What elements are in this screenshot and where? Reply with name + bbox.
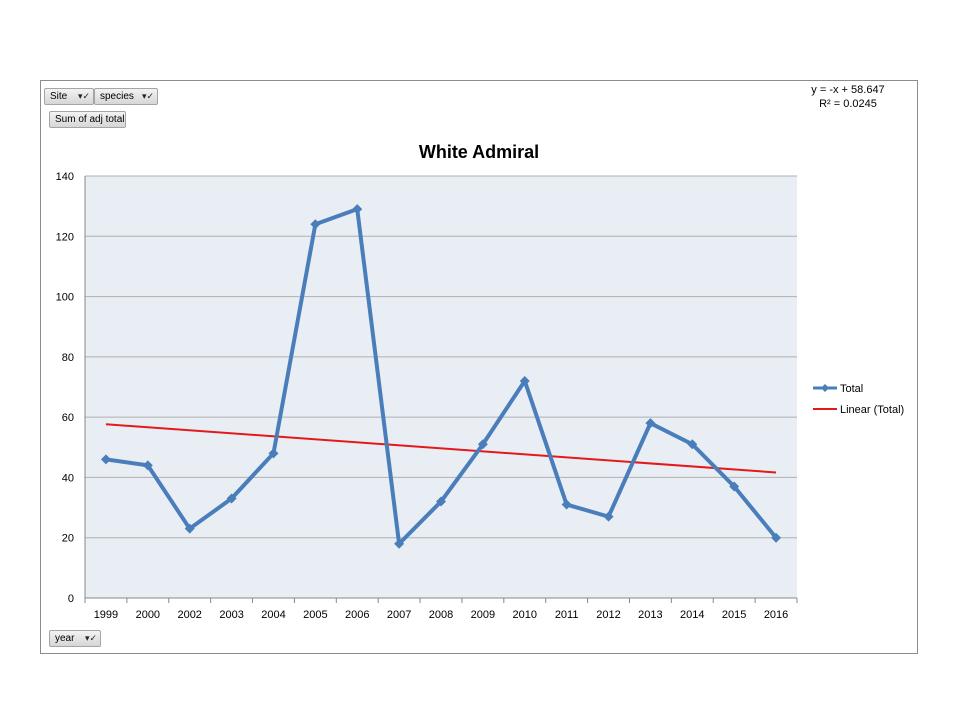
trendline-equation: y = -x + 58.647 (811, 84, 885, 96)
data-point (729, 481, 740, 492)
y-tick-label: 0 (68, 593, 74, 605)
legend-marker-total (821, 384, 829, 392)
filter-dropdown-icon: ▾✓ (84, 633, 97, 643)
data-point (603, 511, 614, 522)
x-tick-label: 2006 (345, 609, 369, 621)
y-tick-label: 80 (62, 352, 74, 364)
site-filter-button[interactable]: Site ▾✓ (44, 88, 94, 105)
x-tick-label: 1999 (94, 609, 118, 621)
data-point (561, 499, 572, 510)
data-point (519, 375, 530, 386)
legend-label-total: Total (840, 383, 863, 395)
x-tick-label: 2015 (722, 609, 746, 621)
y-tick-label: 40 (62, 472, 74, 484)
legend-label-trendline: Linear (Total) (840, 404, 904, 416)
trendline (105, 423, 777, 474)
data-point (268, 448, 279, 459)
value-field-label: Sum of adj total (55, 114, 125, 125)
site-filter-label: Site (50, 91, 68, 102)
x-tick-label: 2000 (136, 609, 160, 621)
y-tick-label: 100 (56, 292, 74, 304)
x-tick-label: 2014 (680, 609, 704, 621)
year-axis-label: year (55, 633, 75, 644)
species-filter-button[interactable]: species ▾✓ (94, 88, 158, 105)
data-point (142, 460, 153, 471)
data-point (226, 493, 237, 504)
x-tick-label: 2010 (513, 609, 537, 621)
x-tick-label: 2008 (429, 609, 453, 621)
year-axis-button[interactable]: year ▾✓ (49, 630, 101, 647)
trendline-r-squared: R² = 0.0245 (819, 98, 877, 110)
filter-dropdown-icon: ▾✓ (77, 91, 90, 101)
plot-area (85, 176, 797, 598)
chart-title: White Admiral (419, 142, 539, 162)
value-field-button[interactable]: Sum of adj total (49, 111, 126, 128)
data-point (184, 523, 195, 534)
x-tick-label: 2002 (177, 609, 201, 621)
y-tick-label: 20 (62, 533, 74, 545)
data-point (477, 439, 488, 450)
data-point (771, 532, 782, 543)
x-tick-label: 2012 (596, 609, 620, 621)
data-point (687, 439, 698, 450)
data-point (310, 219, 321, 230)
x-tick-label: 2005 (303, 609, 327, 621)
x-tick-label: 2003 (219, 609, 243, 621)
trendline-equation-box: y = -x + 58.647 R² = 0.0245 (788, 83, 908, 111)
y-tick-label: 60 (62, 412, 74, 424)
data-point (100, 454, 111, 465)
y-tick-label: 140 (56, 171, 74, 183)
x-tick-label: 2013 (638, 609, 662, 621)
data-point (352, 204, 363, 215)
x-tick-label: 2011 (555, 609, 579, 621)
species-filter-label: species (100, 91, 134, 102)
y-tick-label: 120 (56, 231, 74, 243)
data-point (645, 418, 656, 429)
data-point (394, 538, 405, 549)
x-tick-label: 2004 (261, 609, 285, 621)
data-point (436, 496, 446, 507)
x-tick-label: 2009 (471, 609, 495, 621)
x-tick-label: 2016 (764, 609, 788, 621)
filter-dropdown-icon: ▾✓ (141, 91, 154, 101)
x-tick-label: 2007 (387, 609, 411, 621)
